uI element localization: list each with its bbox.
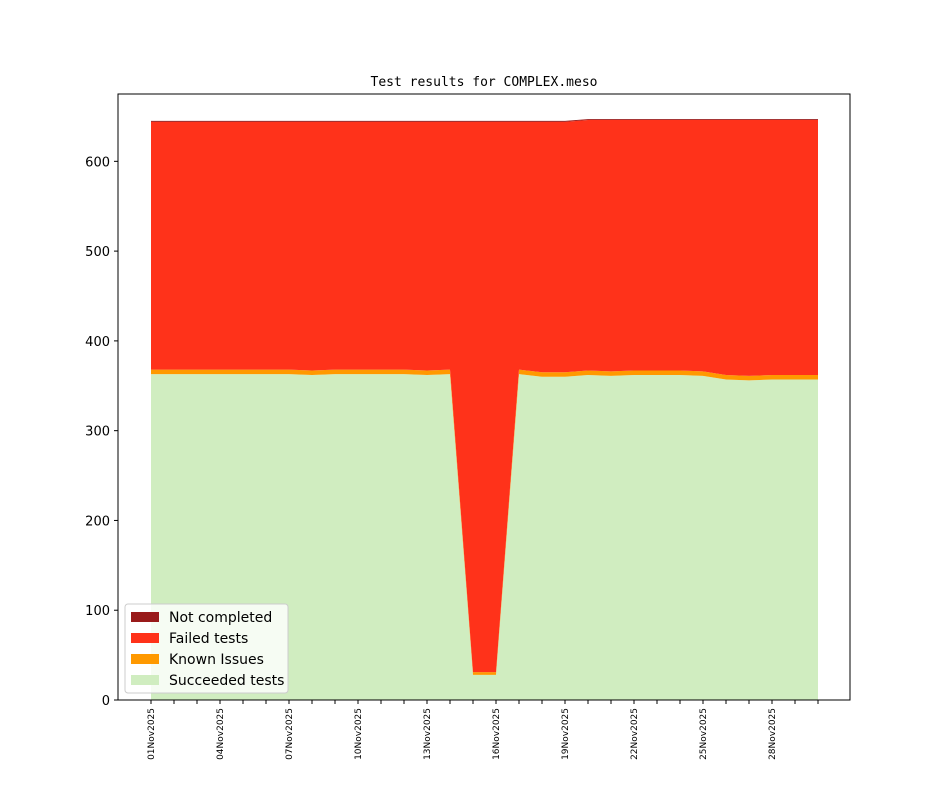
- x-tick-label: 01Nov2025: [147, 708, 157, 760]
- area-succeeded-tests: [151, 374, 818, 700]
- legend-label: Not completed: [169, 610, 272, 626]
- x-tick-label: 13Nov2025: [423, 708, 433, 760]
- x-tick-label: 16Nov2025: [492, 708, 502, 760]
- legend-label: Known Issues: [169, 652, 264, 668]
- x-tick-label: 28Nov2025: [768, 708, 778, 760]
- y-tick-label: 400: [85, 335, 110, 350]
- y-tick-label: 600: [85, 155, 110, 170]
- area-failed-tests: [151, 120, 818, 673]
- y-tick-label: 500: [85, 245, 110, 260]
- x-tick-label: 19Nov2025: [561, 708, 571, 760]
- x-tick-label: 07Nov2025: [285, 708, 295, 760]
- x-tick-label: 10Nov2025: [354, 708, 364, 760]
- y-tick-label: 100: [85, 604, 110, 619]
- legend-box: [124, 603, 289, 694]
- y-tick-label: 200: [85, 514, 110, 529]
- plot-frame: [117, 93, 851, 701]
- area-not-completed: [151, 119, 818, 122]
- x-tick-label: 22Nov2025: [630, 708, 640, 760]
- legend: Not completed Failed tests Known Issues Suc…: [124, 603, 289, 694]
- legend-swatch: [131, 675, 159, 685]
- legend-label: Failed tests: [169, 631, 248, 647]
- x-axis: 01Nov2025 04Nov2025 07Nov2025 10Nov2025 13No…: [147, 700, 819, 760]
- legend-swatch: [131, 633, 159, 643]
- y-tick-label: 300: [85, 425, 110, 440]
- y-axis: 0 100 200 300 400 500 600: [85, 155, 118, 709]
- x-tick-label: 04Nov2025: [216, 708, 226, 760]
- chart-title: Test results for COMPLEX.meso: [371, 75, 598, 90]
- y-tick-label: 0: [102, 694, 110, 709]
- chart-areas: [151, 119, 818, 700]
- legend-swatch: [131, 654, 159, 664]
- legend-label: Succeeded tests: [169, 673, 284, 689]
- legend-swatch: [131, 612, 159, 622]
- x-tick-label: 25Nov2025: [699, 708, 709, 760]
